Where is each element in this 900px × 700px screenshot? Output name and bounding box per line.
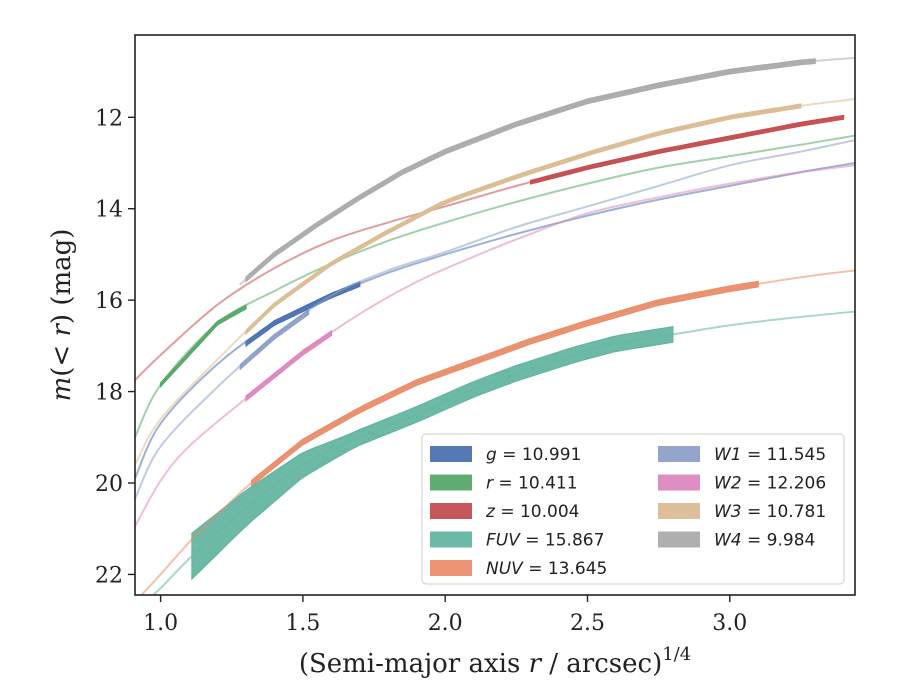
series-band — [245, 329, 332, 402]
series-r — [135, 134, 855, 439]
series-band — [251, 280, 759, 487]
series-line-faint — [135, 139, 855, 500]
legend-swatch — [430, 560, 472, 576]
legend-label: W4 = 9.984 — [714, 531, 815, 551]
legend-swatch — [430, 446, 472, 462]
legend-label: z = 10.004 — [485, 502, 579, 522]
legend-label: W3 = 10.781 — [714, 502, 826, 522]
y-tick-label: 14 — [95, 198, 123, 223]
y-tick-label: 16 — [95, 289, 123, 314]
series-band — [239, 308, 310, 371]
series-w3 — [135, 98, 855, 466]
series-band — [245, 281, 361, 348]
legend-swatch — [430, 503, 472, 519]
series-z — [135, 114, 845, 382]
y-tick-label: 22 — [95, 563, 123, 588]
series-band — [191, 325, 674, 581]
legend-swatch — [658, 446, 700, 462]
y-tick-label: 12 — [95, 106, 123, 131]
legend-swatch — [658, 474, 700, 491]
legend: g = 10.991 r = 10.411 z = 10.004 FUV = 15.8… — [421, 433, 845, 585]
series-w1 — [135, 139, 855, 500]
legend-label: FUV = 15.867 — [486, 531, 604, 551]
legend-label: r = 10.411 — [486, 474, 578, 494]
legend-swatch — [658, 531, 700, 548]
legend-frame — [421, 433, 845, 585]
legend-label: NUV = 13.645 — [486, 559, 607, 579]
x-axis: 1.0 1.5 2.0 2.5 3.0 — [143, 595, 747, 636]
plot-frame — [134, 34, 856, 596]
legend-swatch — [430, 531, 472, 548]
series-nuv — [140, 269, 855, 595]
y-tick-label: 20 — [95, 472, 123, 497]
series-layer — [135, 56, 855, 595]
y-axis: 12 14 16 18 20 22 — [95, 106, 135, 588]
y-tick-label: 18 — [95, 381, 123, 406]
legend-label: W1 = 11.545 — [714, 445, 826, 465]
x-tick-label: 1.0 — [143, 611, 178, 636]
series-line-faint — [135, 116, 845, 382]
x-tick-label: 3.0 — [712, 611, 747, 636]
y-axis-label: m(< r) (mag) — [47, 229, 77, 402]
legend-label: g = 10.991 — [486, 445, 581, 465]
x-tick-label: 2.0 — [428, 611, 463, 636]
x-axis-label: (Semi-major axis r / arcsec)1/4 — [299, 644, 691, 679]
series-fuv — [151, 310, 855, 595]
x-tick-label: 2.5 — [570, 611, 605, 636]
series-w2 — [135, 164, 855, 528]
series-line-faint — [135, 164, 855, 528]
series-g — [135, 162, 855, 480]
series-band — [245, 58, 816, 283]
series-band — [160, 304, 247, 389]
series-line-faint — [135, 162, 855, 480]
series-w4 — [239, 56, 855, 286]
series-band — [245, 103, 802, 336]
x-tick-label: 1.5 — [285, 611, 320, 636]
legend-label: W2 = 12.206 — [714, 474, 826, 494]
series-band — [530, 114, 845, 185]
series-line-faint — [239, 56, 855, 286]
legend-swatch — [430, 474, 472, 491]
legend-swatch — [658, 503, 700, 519]
